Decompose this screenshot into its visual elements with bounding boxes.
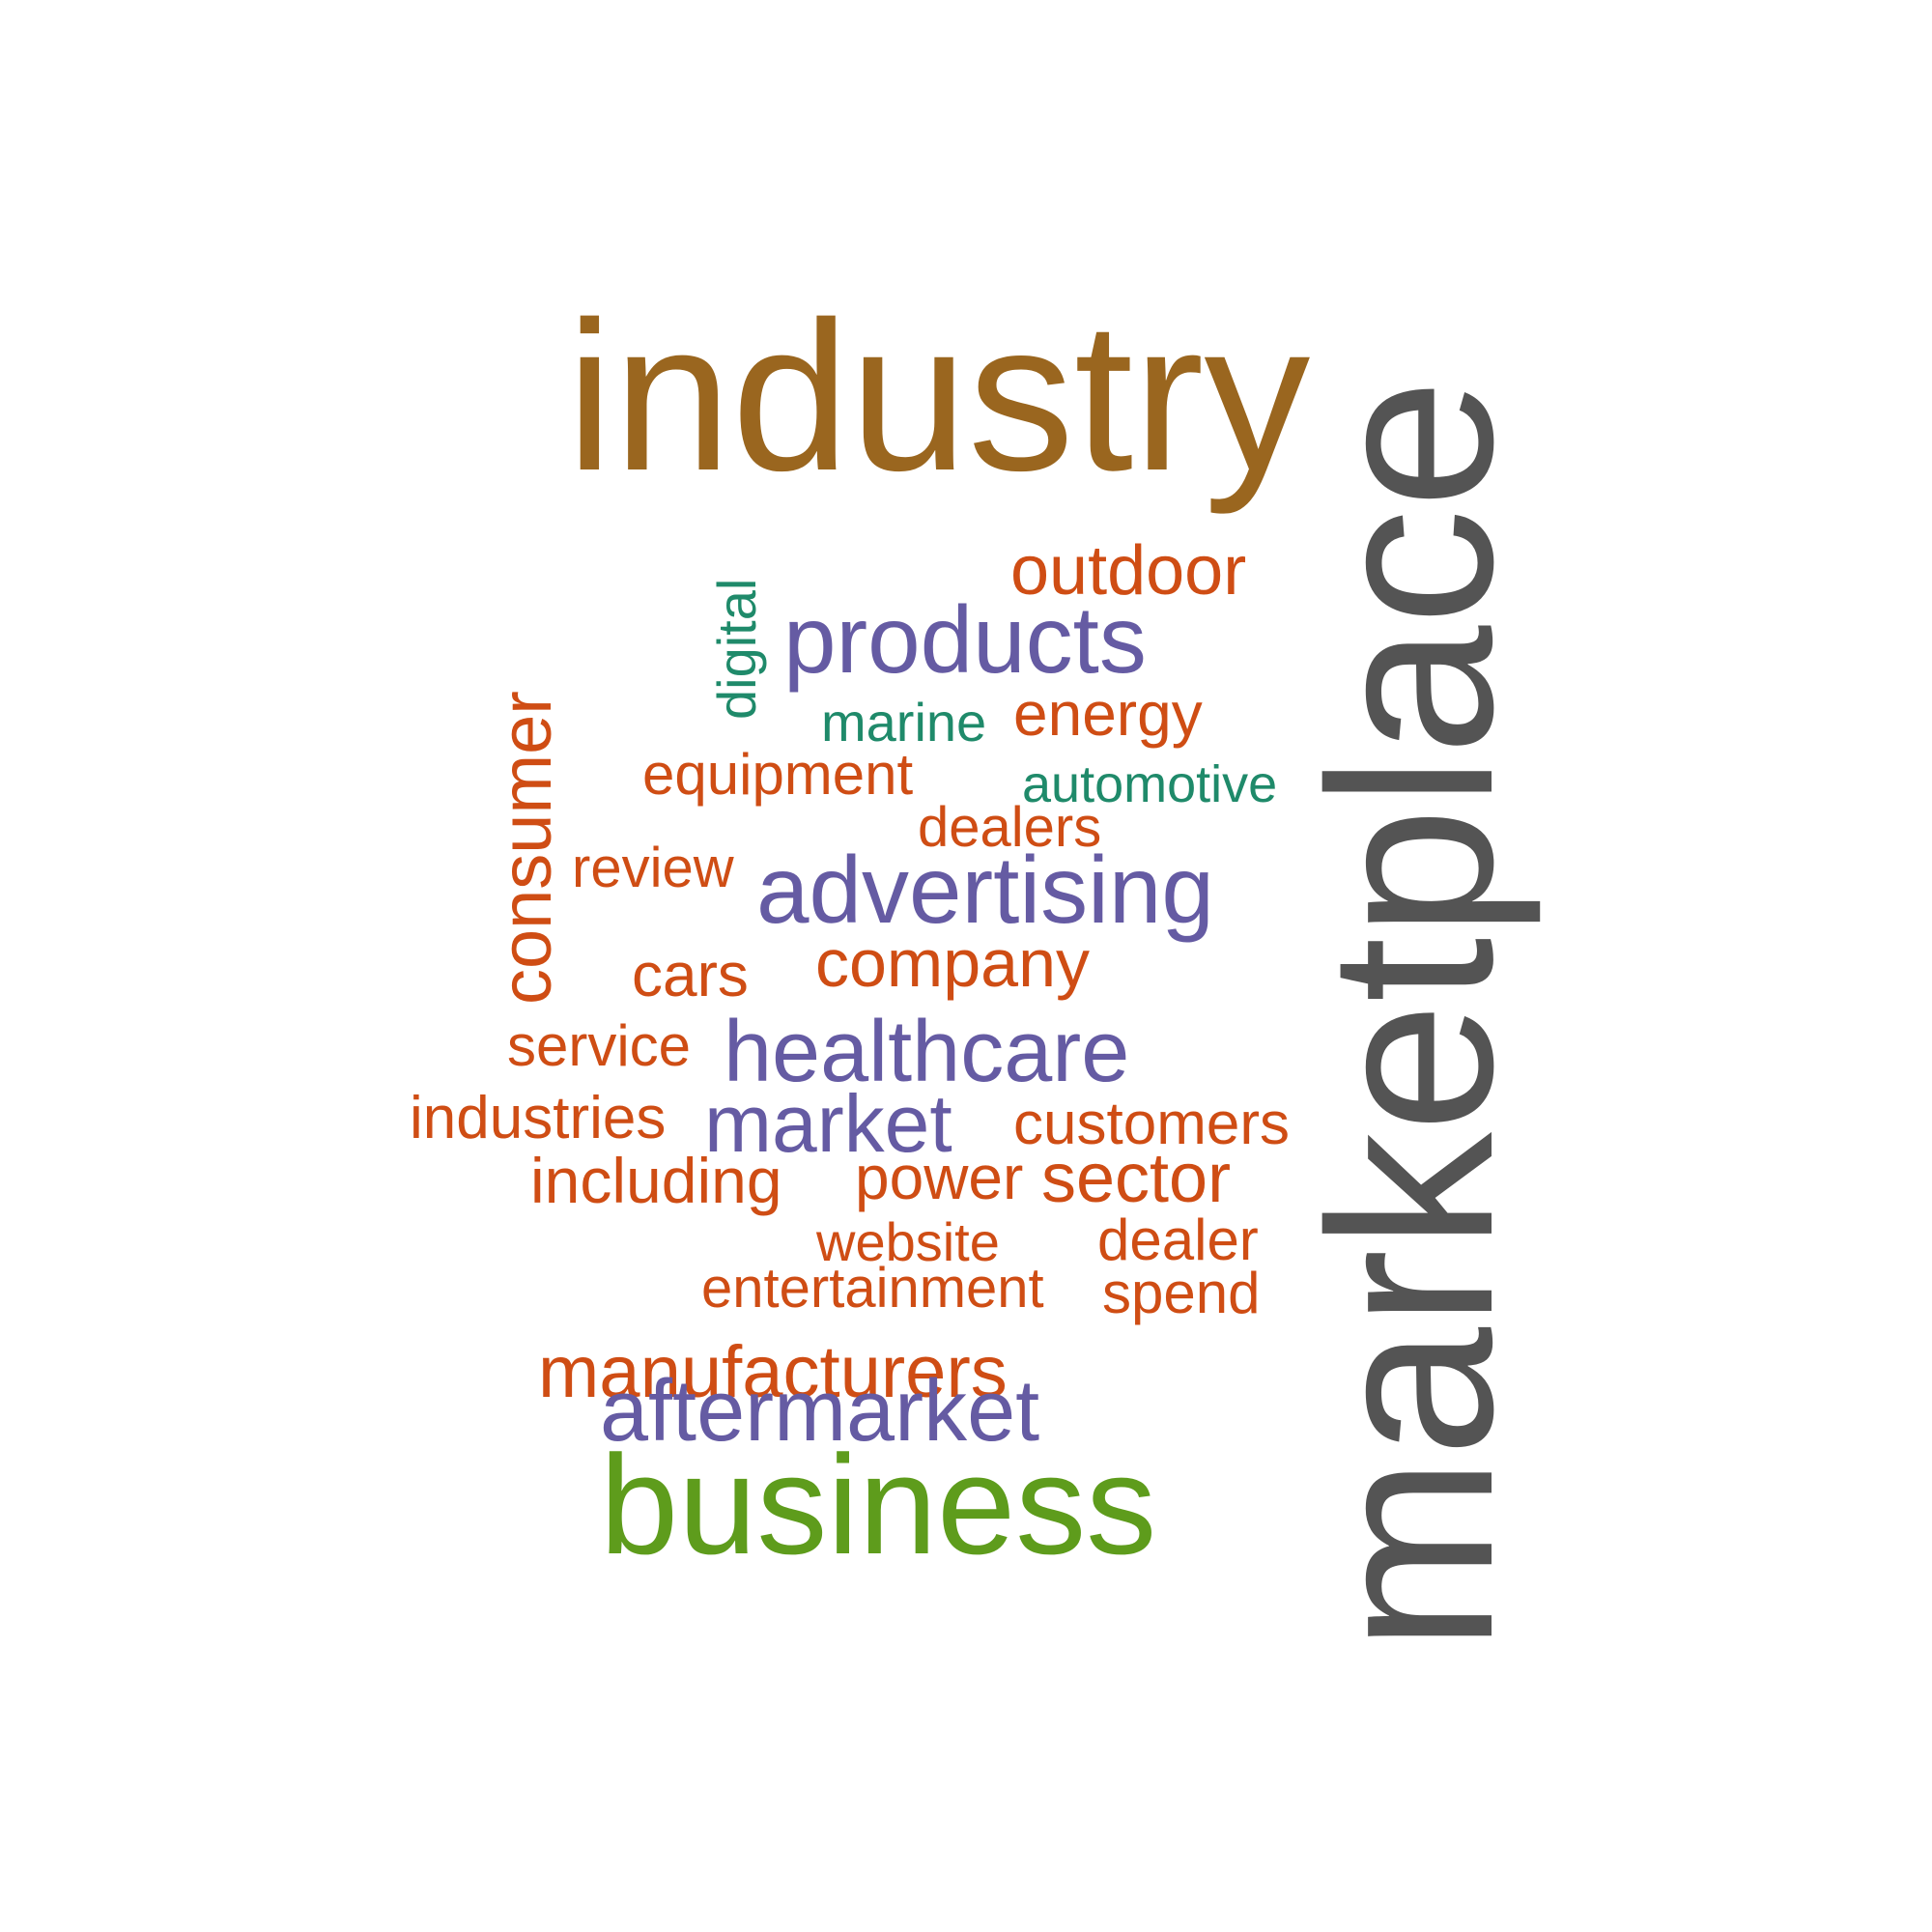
word-outdoor: outdoor — [1010, 532, 1247, 610]
word-market: market — [704, 1078, 952, 1169]
word-digital: digital — [706, 578, 767, 720]
word-marine: marine — [821, 692, 987, 753]
word-cars: cars — [632, 940, 749, 1009]
word-advertising: advertising — [756, 837, 1214, 943]
word-customers: customers — [1013, 1091, 1290, 1157]
word-energy: energy — [1013, 679, 1203, 749]
word-products: products — [783, 586, 1147, 693]
word-power: power — [855, 1143, 1024, 1212]
word-automotive: automotive — [1022, 755, 1278, 813]
word-industries: industries — [410, 1085, 667, 1151]
word-marketplace: marketplace — [1281, 378, 1542, 1652]
word-manufacturers: manufacturers — [538, 1331, 1008, 1413]
word-business: business — [600, 1426, 1157, 1583]
word-industry: industry — [566, 277, 1311, 515]
word-company: company — [815, 925, 1091, 1001]
word-equipment: equipment — [642, 742, 914, 807]
word-sector: sector — [1041, 1140, 1232, 1217]
word-entertainment: entertainment — [701, 1257, 1044, 1320]
word-healthcare: healthcare — [724, 1004, 1130, 1100]
word-including: including — [530, 1145, 782, 1216]
word-dealer: dealer — [1097, 1208, 1259, 1272]
word-aftermarket: aftermarket — [600, 1363, 1040, 1460]
word-consumer: consumer — [486, 691, 566, 1005]
word-dealers: dealers — [918, 796, 1102, 859]
word-review: review — [572, 837, 734, 899]
word-service: service — [507, 1013, 692, 1078]
word-spend: spend — [1102, 1261, 1261, 1325]
word-website: website — [816, 1211, 1000, 1272]
